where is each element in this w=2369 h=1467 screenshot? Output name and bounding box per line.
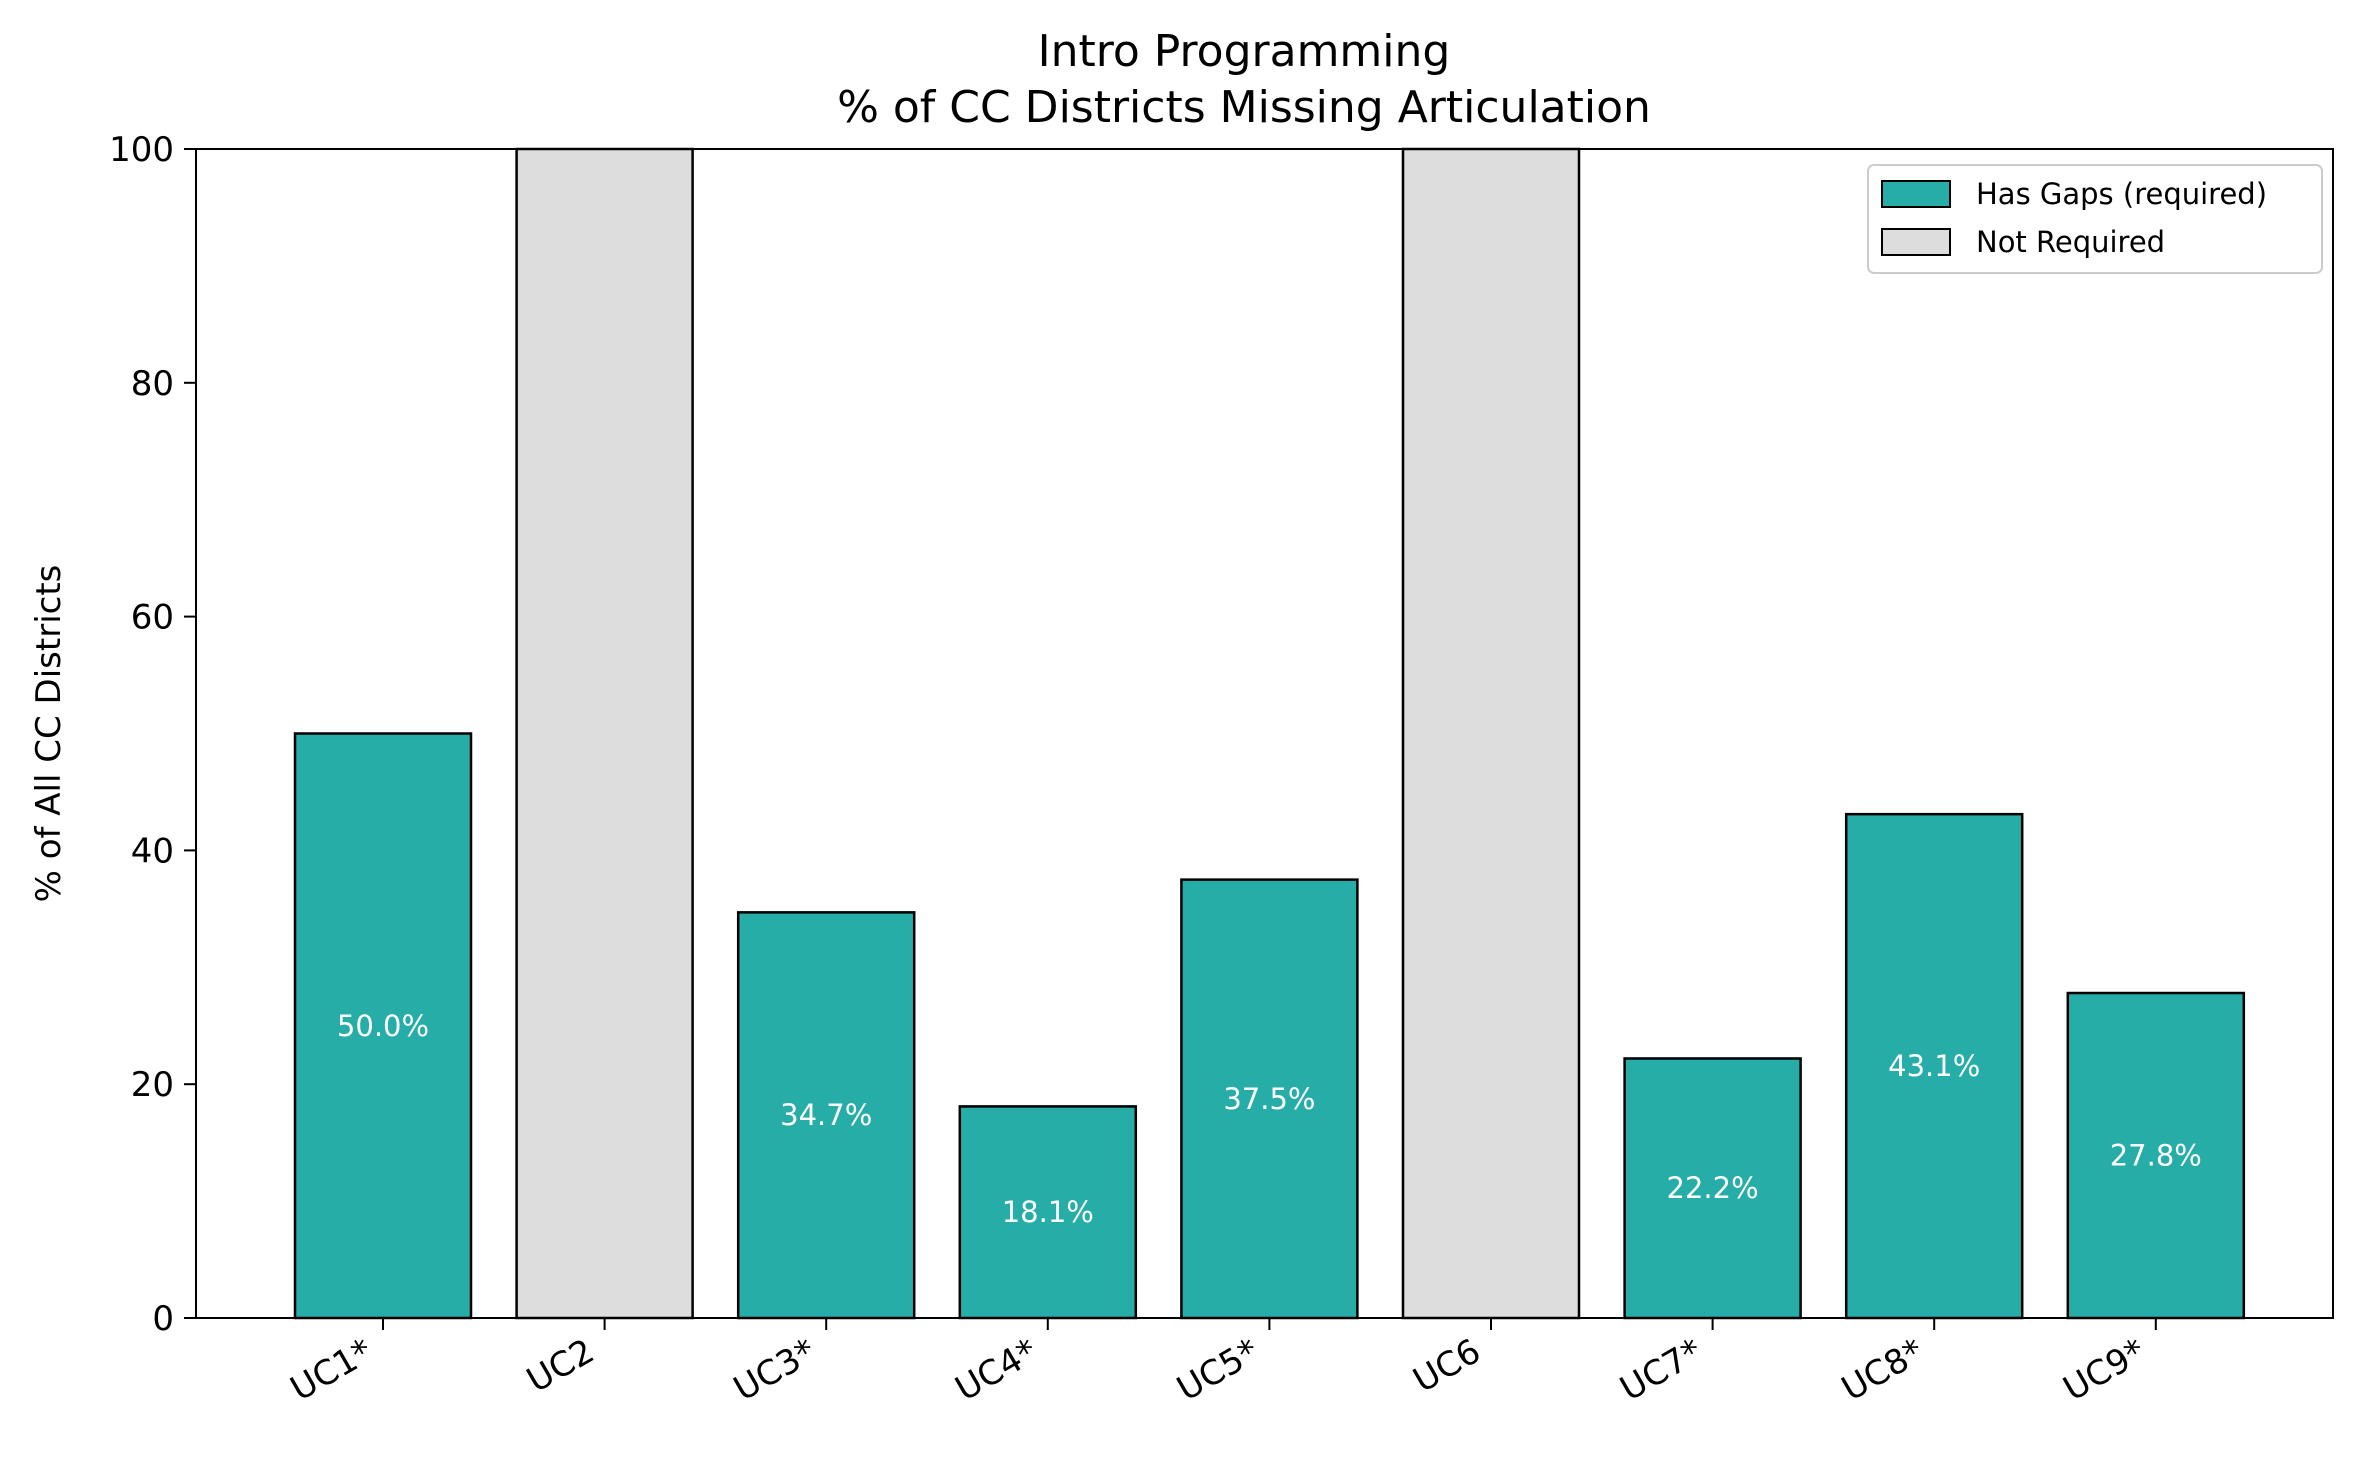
y-tick-label: 60 — [131, 598, 174, 638]
x-tick-label: UC4* — [949, 1331, 1045, 1409]
y-tick-label: 100 — [109, 130, 174, 170]
chart-title-line-1: Intro Programming — [1038, 26, 1451, 77]
x-tick-label: UC5* — [1170, 1331, 1266, 1409]
legend-label: Not Required — [1976, 225, 2165, 259]
bar-value-label: 18.1% — [1002, 1195, 1094, 1229]
x-tick-label: UC1* — [284, 1331, 380, 1409]
y-tick-label: 0 — [152, 1299, 174, 1339]
bar-uc3 — [736, 911, 916, 1320]
legend-swatch-not_required — [1881, 228, 1951, 256]
x-tick-label: UC7* — [1614, 1331, 1710, 1409]
bar-uc6 — [1401, 147, 1581, 1320]
bar-uc5 — [1180, 878, 1359, 1320]
y-tick-label: 40 — [131, 831, 174, 871]
bar-uc7 — [1623, 1057, 1802, 1320]
x-axis: UC1* UC2 UC3* UC4* UC5* UC6 UC7* UC8* UC9* — [284, 1318, 2157, 1409]
legend-box — [1867, 164, 2323, 274]
bar-uc1 — [293, 732, 473, 1320]
legend-swatch-required — [1881, 180, 1951, 208]
bars-layer — [293, 147, 2246, 1320]
y-axis: 0 20 40 60 80 100 — [109, 130, 196, 1339]
bar-value-label: 50.0% — [337, 1009, 429, 1043]
bar-value-label: 27.8% — [2110, 1139, 2202, 1173]
x-tick-label: UC8* — [1835, 1331, 1931, 1409]
bar-uc4 — [958, 1105, 1138, 1320]
bar-value-label: 43.1% — [1888, 1049, 1980, 1083]
y-axis-label: % of All CC Districts — [29, 565, 69, 903]
y-tick-label: 80 — [131, 364, 174, 404]
bar-uc2 — [515, 147, 694, 1320]
chart-title: Intro Programming % of CC Districts Miss… — [837, 26, 1651, 133]
bar-value-label: 34.7% — [780, 1098, 872, 1132]
x-tick-label: UC2 — [520, 1331, 601, 1401]
bar-value-label: 22.2% — [1667, 1171, 1759, 1205]
x-tick-label: UC9* — [2057, 1331, 2153, 1409]
chart-title-line-2: % of CC Districts Missing Articulation — [837, 82, 1651, 133]
bar-labels-layer: 50.0% 34.7% 18.1% 37.5% 22.2% 43.1% 27.8% — [337, 1009, 2202, 1229]
legend: Has Gaps (required) Not Required — [1867, 164, 2323, 274]
y-tick-label: 20 — [131, 1065, 174, 1105]
legend-label: Has Gaps (required) — [1976, 177, 2267, 211]
x-tick-label: UC3* — [727, 1331, 823, 1409]
plot-frame — [195, 148, 2334, 1319]
bar-value-label: 37.5% — [1223, 1082, 1315, 1116]
bar-uc8 — [1844, 812, 2024, 1320]
x-tick-label: UC6 — [1407, 1331, 1488, 1401]
